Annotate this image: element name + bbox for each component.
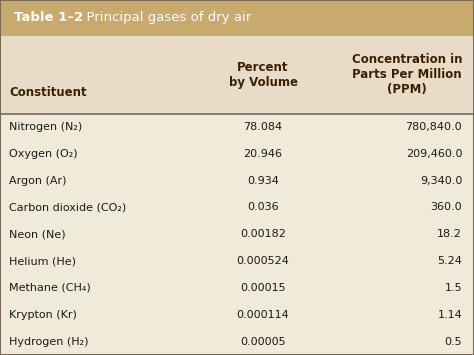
Text: Carbon dioxide (CO₂): Carbon dioxide (CO₂) — [9, 202, 127, 213]
Text: 18.2: 18.2 — [438, 229, 462, 239]
FancyBboxPatch shape — [0, 36, 474, 114]
Text: Principal gases of dry air: Principal gases of dry air — [78, 11, 252, 24]
Text: Neon (Ne): Neon (Ne) — [9, 229, 66, 239]
Text: 1.14: 1.14 — [438, 310, 462, 320]
Text: 209,460.0: 209,460.0 — [406, 149, 462, 159]
Text: 360.0: 360.0 — [430, 202, 462, 213]
Text: Helium (He): Helium (He) — [9, 256, 76, 266]
Text: Oxygen (O₂): Oxygen (O₂) — [9, 149, 78, 159]
Text: Argon (Ar): Argon (Ar) — [9, 176, 67, 186]
Text: 0.00005: 0.00005 — [240, 337, 286, 346]
Text: 0.000114: 0.000114 — [237, 310, 290, 320]
Text: 0.00015: 0.00015 — [240, 283, 286, 293]
Text: 0.5: 0.5 — [445, 337, 462, 346]
Text: Methane (CH₄): Methane (CH₄) — [9, 283, 91, 293]
Text: 0.934: 0.934 — [247, 176, 279, 186]
Text: Krypton (Kr): Krypton (Kr) — [9, 310, 77, 320]
FancyBboxPatch shape — [0, 0, 474, 36]
Text: 20.946: 20.946 — [244, 149, 283, 159]
Text: 0.000524: 0.000524 — [237, 256, 290, 266]
Text: 78.084: 78.084 — [244, 122, 283, 132]
Text: 0.00182: 0.00182 — [240, 229, 286, 239]
Text: Percent
by Volume: Percent by Volume — [228, 61, 298, 88]
Text: 1.5: 1.5 — [445, 283, 462, 293]
Text: 780,840.0: 780,840.0 — [406, 122, 462, 132]
Text: Table 1–2: Table 1–2 — [14, 11, 83, 24]
Text: 5.24: 5.24 — [438, 256, 462, 266]
FancyBboxPatch shape — [0, 114, 474, 355]
Text: Constituent: Constituent — [9, 86, 87, 99]
Text: Nitrogen (N₂): Nitrogen (N₂) — [9, 122, 83, 132]
Text: Hydrogen (H₂): Hydrogen (H₂) — [9, 337, 89, 346]
Text: 9,340.0: 9,340.0 — [420, 176, 462, 186]
Text: 0.036: 0.036 — [247, 202, 279, 213]
Text: Concentration in
Parts Per Million
(PPM): Concentration in Parts Per Million (PPM) — [352, 53, 462, 96]
